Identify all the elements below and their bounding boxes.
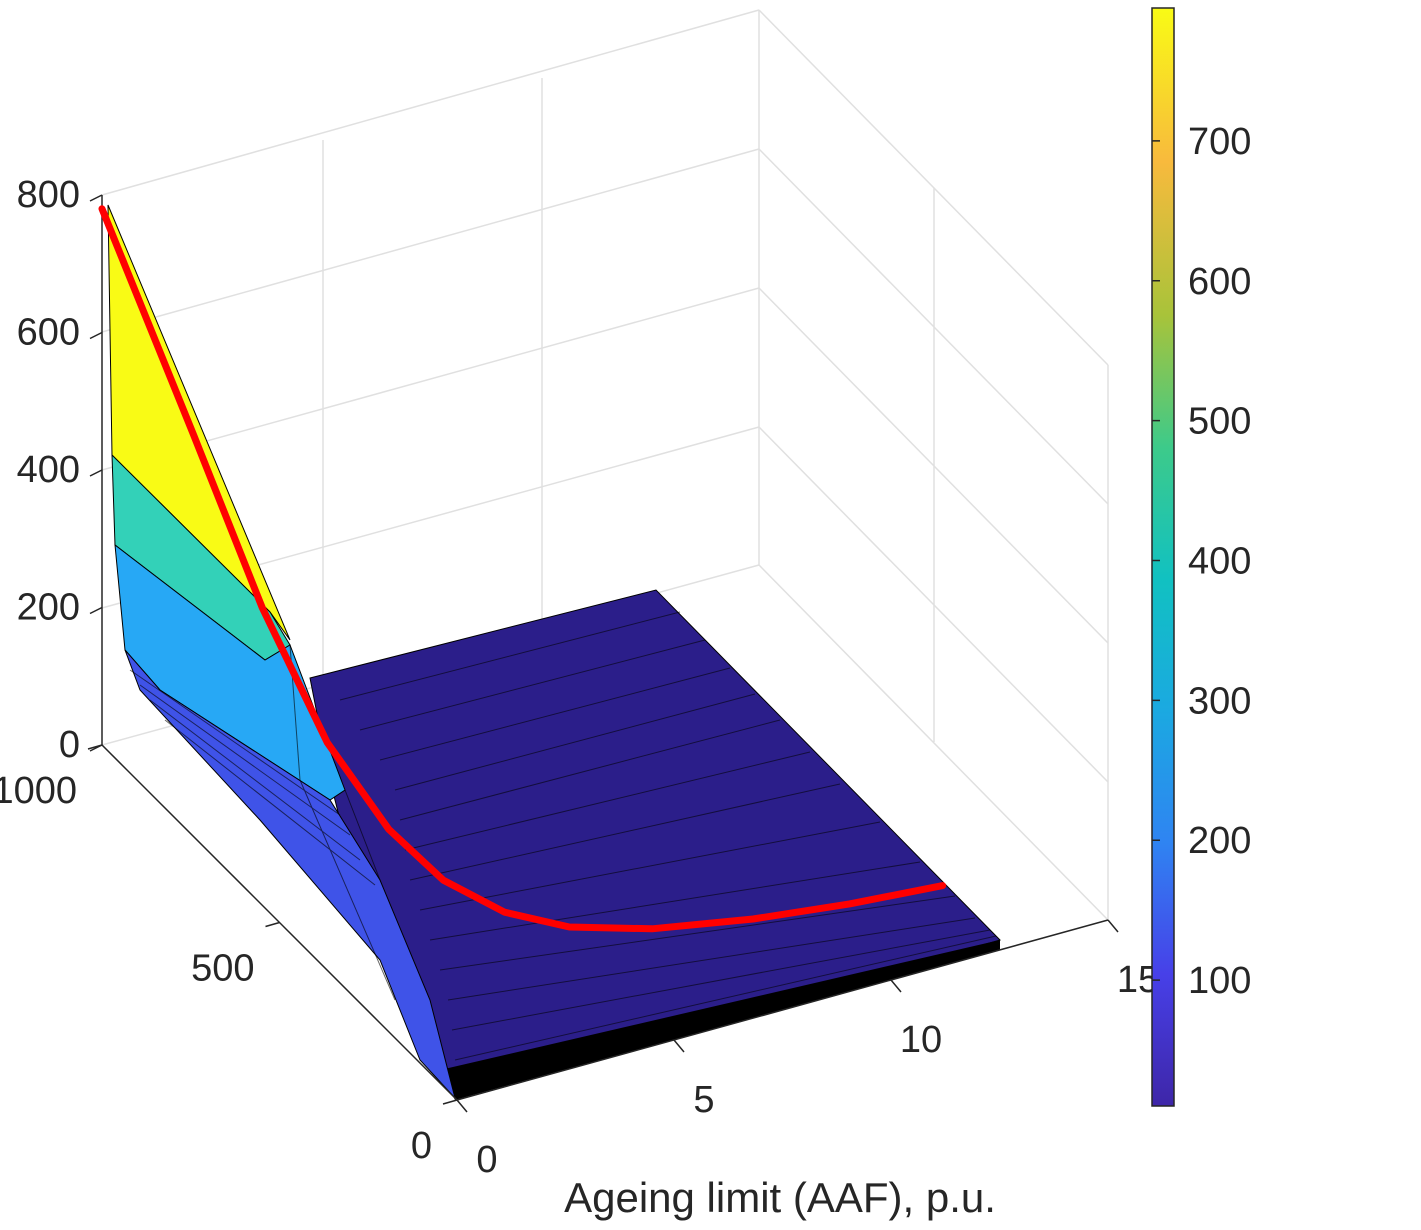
x-tick-label: 0 bbox=[476, 1139, 497, 1181]
z-tick-mark bbox=[89, 606, 103, 615]
z-tick-mark bbox=[89, 469, 103, 477]
z-tick-label: 0 bbox=[59, 724, 80, 766]
red-curve-line bbox=[98, 205, 947, 933]
x-tick-mark bbox=[1107, 919, 1119, 933]
y-tick-mark bbox=[87, 744, 103, 750]
red-curve-point bbox=[750, 916, 756, 922]
red-curve-point bbox=[440, 877, 446, 883]
colorbar-tick-label: 400 bbox=[1188, 540, 1251, 582]
y-tick-mark bbox=[265, 921, 280, 928]
red-curve-point bbox=[847, 901, 852, 907]
red-curve-point bbox=[566, 924, 572, 930]
x-tick-mark bbox=[890, 979, 902, 993]
x-tick-label: 10 bbox=[900, 1019, 942, 1061]
colorbar-tick-label: 600 bbox=[1188, 261, 1251, 303]
colorbar-tick-label: 300 bbox=[1188, 680, 1251, 722]
z-tick-label: 800 bbox=[17, 174, 80, 216]
colorbar-gradient bbox=[1151, 7, 1175, 1107]
y-tick-mark bbox=[442, 1099, 458, 1105]
z-tick-mark bbox=[89, 194, 103, 202]
surface-dense-band bbox=[440, 940, 1000, 1100]
colorbar-ticks: 100 200 300 400 500 600 700 bbox=[1152, 121, 1251, 1002]
surface-mesh bbox=[339, 611, 997, 1061]
colorbar-tick-label: 100 bbox=[1188, 960, 1251, 1002]
x-tick-mark bbox=[673, 1039, 685, 1053]
y-tick-label: 1000 bbox=[0, 770, 77, 812]
y-tick-label: 0 bbox=[411, 1125, 432, 1167]
colorbar-tick-label: 500 bbox=[1188, 401, 1251, 443]
x-axis-label: Ageing limit (AAF), p.u. bbox=[564, 1174, 996, 1221]
red-curve-point bbox=[99, 206, 105, 212]
red-curve-point bbox=[649, 926, 655, 932]
red-curve-point bbox=[259, 605, 265, 611]
red-curve-point bbox=[940, 883, 946, 889]
red-curve-points bbox=[99, 206, 946, 932]
colorbar-tick-label: 200 bbox=[1188, 820, 1251, 862]
x-tick-mark bbox=[456, 1099, 468, 1113]
red-curve-point bbox=[191, 432, 196, 438]
z-tick-mark bbox=[89, 331, 103, 340]
red-curve-point bbox=[324, 740, 330, 746]
surface bbox=[107, 204, 1001, 1100]
colorbar: 100 200 300 400 500 600 700 bbox=[1151, 7, 1251, 1107]
y-axis: 0 500 1000 bbox=[0, 744, 458, 1167]
z-tick-label: 400 bbox=[17, 449, 80, 491]
z-tick-label: 600 bbox=[17, 312, 80, 354]
z-axis: 0 200 400 600 800 bbox=[17, 174, 103, 766]
y-tick-label: 500 bbox=[191, 948, 254, 990]
colorbar-tick-label: 700 bbox=[1188, 121, 1251, 163]
red-curve-point bbox=[386, 826, 392, 832]
z-tick-label: 200 bbox=[17, 587, 80, 629]
x-tick-label: 5 bbox=[693, 1079, 714, 1121]
red-curve-point bbox=[502, 909, 508, 915]
